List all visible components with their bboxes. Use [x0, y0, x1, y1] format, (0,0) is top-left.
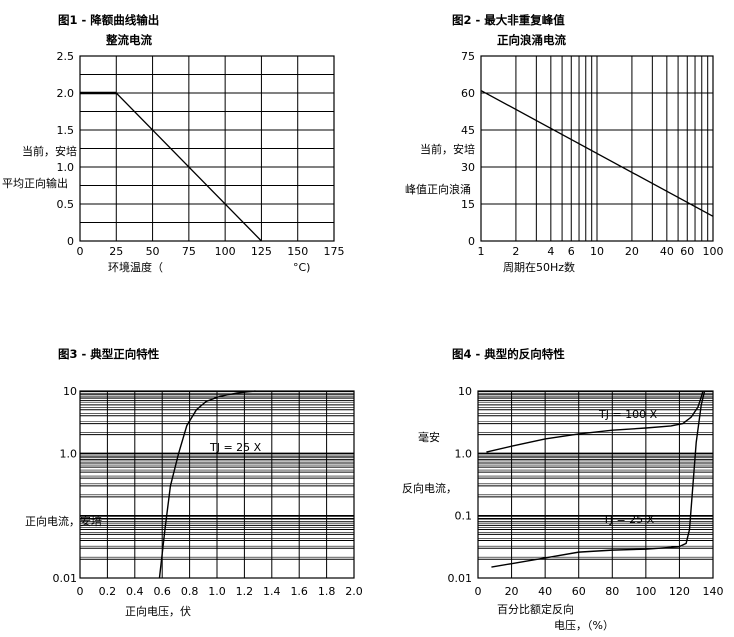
- chart1-plot-frame: [79, 55, 335, 242]
- chart2-x-tick-label: 1: [478, 245, 485, 258]
- chart3-series-line: [158, 390, 256, 579]
- chart4-x-tick-label: 120: [669, 585, 690, 598]
- chart1-ylabel-line1: 当前，安培: [22, 144, 77, 158]
- chart3-y-tick-label: 10: [63, 385, 77, 398]
- chart1-y-tick-label: 2.0: [57, 87, 75, 100]
- chart4-x-tick-label: 20: [505, 585, 519, 598]
- chart2-x-tick-label: 20: [625, 245, 639, 258]
- chart2-x-tick-label: 10: [590, 245, 604, 258]
- chart2-x-tick-label: 2: [512, 245, 519, 258]
- chart1-subtitle: 整流电流: [105, 33, 152, 47]
- chart3-title: 图3 - 典型正向特性: [58, 347, 160, 361]
- chart1-ylabel-line2: 平均正向输出: [2, 176, 68, 190]
- chart4-y-tick-label: 0.01: [448, 572, 473, 585]
- chart4-x-tick-label: 60: [572, 585, 586, 598]
- chart2-y-tick-label: 0: [468, 235, 475, 248]
- chart2-subtitle: 正向浪涌电流: [497, 33, 566, 47]
- chart3-x-tick-label: 0.8: [181, 585, 199, 598]
- chart1-y-tick-label: 1.5: [57, 124, 75, 137]
- chart3-x-tick-label: 0.6: [153, 585, 171, 598]
- chart3-annotation-bg: [206, 440, 264, 454]
- chart1-y-tick-label: 0: [67, 235, 74, 248]
- chart2-y-tick-label: 60: [461, 87, 475, 100]
- chart4-series-tj100-line: [486, 390, 704, 453]
- chart2-y-tick-label: 15: [461, 198, 475, 211]
- chart1-x-tick-label: 150: [287, 245, 308, 258]
- chart1-x-tick-label: 100: [215, 245, 236, 258]
- chart2-y-tick-label: 30: [461, 161, 475, 174]
- chart3-x-tick-label: 1.4: [263, 585, 281, 598]
- chart1-x-tick-label: 50: [146, 245, 160, 258]
- chart3-x-tick-label: 1.2: [236, 585, 254, 598]
- chart1-xlabel: 环境温度（: [108, 260, 163, 274]
- chart4-annotation-tj100: TJ = 100 X: [598, 408, 658, 421]
- chart2-title: 图2 - 最大非重复峰值: [452, 13, 565, 27]
- chart1-y-tick-label: 1.0: [57, 161, 75, 174]
- chart2-x-tick-label: 40: [660, 245, 674, 258]
- chart4-ylabel-line1: 毫安: [418, 430, 440, 444]
- chart1-title: 图1 - 降额曲线输出: [58, 13, 159, 27]
- chart3-x-tick-label: 2.0: [345, 585, 363, 598]
- chart4-title: 图4 - 典型的反向特性: [452, 347, 565, 361]
- chart4-y-tick-label: 0.1: [455, 510, 473, 523]
- chart1-y-tick-label: 0.5: [57, 198, 75, 211]
- chart2-y-tick-label: 45: [461, 124, 475, 137]
- chart3-x-tick-label: 0.2: [99, 585, 117, 598]
- chart3-x-tick-label: 0: [77, 585, 84, 598]
- chart2-ylabel-line2: 峰值正向浪涌: [405, 182, 471, 196]
- chart3-y-tick-label: 0.01: [53, 572, 78, 585]
- chart4-x-tick-label: 80: [605, 585, 619, 598]
- chart2-ylabel-line1: 当前，安培: [420, 142, 475, 156]
- chart2-x-tick-label: 60: [680, 245, 694, 258]
- chart3-y-tick-label: 1.0: [60, 447, 78, 460]
- chart2-xlabel: 周期在50Hz数: [503, 261, 575, 274]
- chart4-xlabel-line2: 电压，（%）: [554, 619, 614, 632]
- chart3-x-tick-label: 1.6: [290, 585, 308, 598]
- chart4-xlabel-line1: 百分比额定反向: [497, 602, 574, 616]
- chart1-xlabel-unit: °C): [293, 261, 310, 274]
- chart1-x-tick-label: 175: [324, 245, 345, 258]
- chart2-x-tick-label: 6: [568, 245, 575, 258]
- chart1-x-tick-label: 25: [109, 245, 123, 258]
- chart4-series-tj25-line: [491, 390, 706, 568]
- chart3-plot-frame: [79, 390, 355, 579]
- chart4-ylabel-line2: 反向电流，: [402, 481, 457, 495]
- chart2-series-line: [480, 89, 714, 217]
- chart2-plot-frame: [480, 55, 714, 242]
- chart3-annotation-tj25: TJ = 25 X: [209, 441, 262, 454]
- chart2-x-tick-label: 4: [547, 245, 554, 258]
- chart3-ylabel: 正向电流，安培: [25, 514, 102, 528]
- chart2-x-tick-label: 100: [703, 245, 724, 258]
- chart4-y-tick-label: 10: [458, 385, 472, 398]
- chart1-y-tick-label: 2.5: [57, 50, 75, 63]
- chart4-y-tick-label: 1.0: [455, 447, 473, 460]
- chart3-x-tick-label: 0.4: [126, 585, 144, 598]
- chart4-x-tick-label: 0: [475, 585, 482, 598]
- chart2-y-tick-label: 75: [461, 50, 475, 63]
- chart1-x-tick-label: 125: [251, 245, 272, 258]
- chart4-plot-frame: [477, 390, 714, 579]
- chart4-annotation-tj25: TJ = 25 X: [602, 513, 655, 526]
- chart3-x-tick-label: 1.0: [208, 585, 226, 598]
- chart1-x-tick-label: 75: [182, 245, 196, 258]
- chart4-x-tick-label: 100: [635, 585, 656, 598]
- chart3-xlabel: 正向电压，伏: [125, 604, 191, 618]
- chart4-x-tick-label: 140: [703, 585, 724, 598]
- chart1-x-tick-label: 0: [77, 245, 84, 258]
- chart4-x-tick-label: 40: [538, 585, 552, 598]
- chart3-x-tick-label: 1.8: [318, 585, 336, 598]
